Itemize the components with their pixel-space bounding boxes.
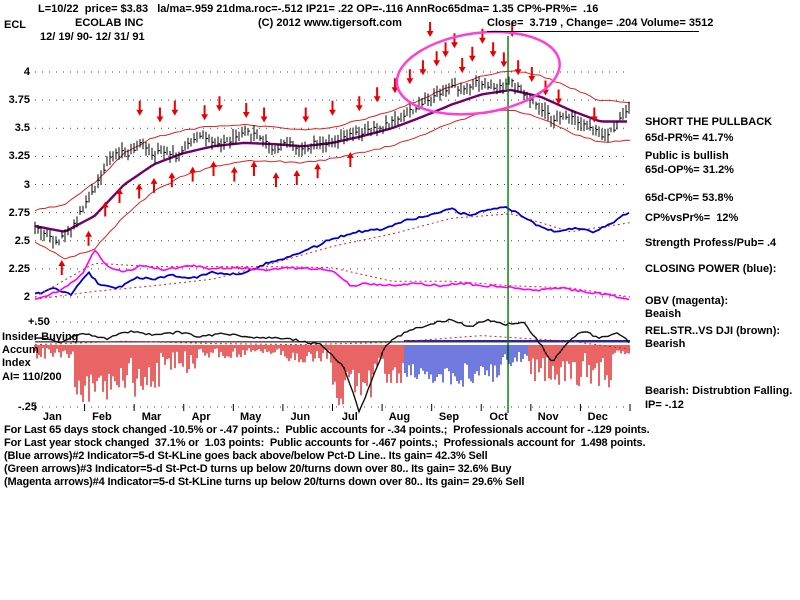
right-panel-note: Bearish: Distrubtion Falling.: [645, 385, 793, 397]
right-panel-note: Bearish: [645, 338, 686, 350]
price-axis-label: 2.5: [14, 234, 30, 247]
insider-label: Insider Buying: [2, 331, 79, 343]
right-panel-note: SHORT THE PULLBACK: [645, 116, 773, 128]
accumulation-histogram: [34, 345, 630, 405]
ticker-symbol: ECL: [4, 19, 26, 31]
right-panel-note: CP%vsPr%= 12%: [645, 212, 739, 224]
month-label: Jan: [42, 411, 62, 423]
lower-pane-lines: [34, 318, 631, 414]
lower-axis-minus25-label: -.25: [18, 401, 37, 413]
insider-label: Accum: [2, 344, 39, 356]
date-range-label: 12/ 19/ 90- 12/ 31/ 91: [40, 31, 145, 43]
lower-axis-plus50-label: +.50: [28, 316, 50, 328]
right-panel-note: OBV (magenta):: [645, 295, 729, 307]
price-bars: [34, 75, 630, 249]
price-axis-label: 2.75: [8, 206, 30, 219]
indicator-lines: [34, 206, 631, 301]
footer-line: (Magenta arrows)#4 Indicator=5-d St-KLin…: [4, 476, 525, 488]
right-panel-note: IP= -.12: [645, 399, 684, 411]
header-stats-line: L=10/22 price= $3.83 la/ma=.959 21dma.ro…: [38, 3, 599, 15]
month-label: Oct: [489, 411, 508, 423]
price-axis-label: 2.25: [8, 262, 30, 275]
right-panel-note: Strength Profess/Pub= .4: [645, 237, 777, 249]
right-panel-note: 65d-CP%= 53.8%: [645, 192, 734, 204]
signal-arrows: [58, 22, 598, 275]
footer-line: For Last 65 days stock changed -10.5% or…: [4, 424, 650, 436]
month-label: Aug: [388, 411, 411, 423]
price-axis-label: 2: [23, 291, 30, 303]
month-label: Sep: [438, 411, 460, 423]
price-axis-label: 4: [23, 66, 30, 78]
company-name: ECOLAB INC: [75, 17, 144, 29]
month-label: Jul: [341, 411, 358, 423]
price-axis-label: 3: [23, 178, 30, 191]
right-panel-note: CLOSING POWER (blue):: [645, 263, 777, 275]
x-axis-ticks: [34, 404, 631, 411]
month-label: May: [239, 411, 262, 423]
footer-line: For Last year stock changed 37.1% or 1.0…: [4, 437, 646, 449]
footer-line: (Blue arrows)#2 Indicator=5-d St-KLine g…: [4, 450, 488, 462]
month-label: Dec: [587, 411, 608, 423]
insider-label: AI= 110/200: [2, 371, 62, 383]
21dma-line: [34, 88, 627, 233]
month-label: Feb: [92, 411, 112, 423]
quote-underline-rule: [487, 31, 699, 32]
footer-line: (Green arrows)#3 Indicator=5-d St-Pct-D …: [4, 463, 512, 475]
copyright-text: (C) 2012 www.tigersoft.com: [258, 17, 402, 29]
pullback-ellipse-annotation: [395, 30, 561, 116]
right-panel-note: Public is bullish: [645, 150, 729, 162]
month-label: Jun: [290, 411, 311, 423]
right-panel-note: 65d-OP%= 31.2%: [645, 164, 734, 176]
right-panel-note: 65d-PR%= 41.7%: [645, 132, 734, 144]
insider-label: Index: [2, 357, 31, 369]
trading-bands: [34, 70, 631, 260]
right-panel-note: Beaish: [645, 308, 682, 320]
price-axis-label: 3.25: [8, 150, 30, 163]
quote-summary: Close= 3.719 , Change= .204 Volume= 3512: [487, 17, 714, 29]
right-panel-note: REL.STR..VS DJI (brown):: [645, 325, 781, 337]
month-label: Apr: [191, 411, 211, 423]
price-axis-label: 3.75: [8, 94, 30, 107]
month-label: Mar: [141, 411, 162, 423]
price-axis-label: 3.5: [14, 122, 30, 135]
month-label: Nov: [537, 411, 559, 423]
